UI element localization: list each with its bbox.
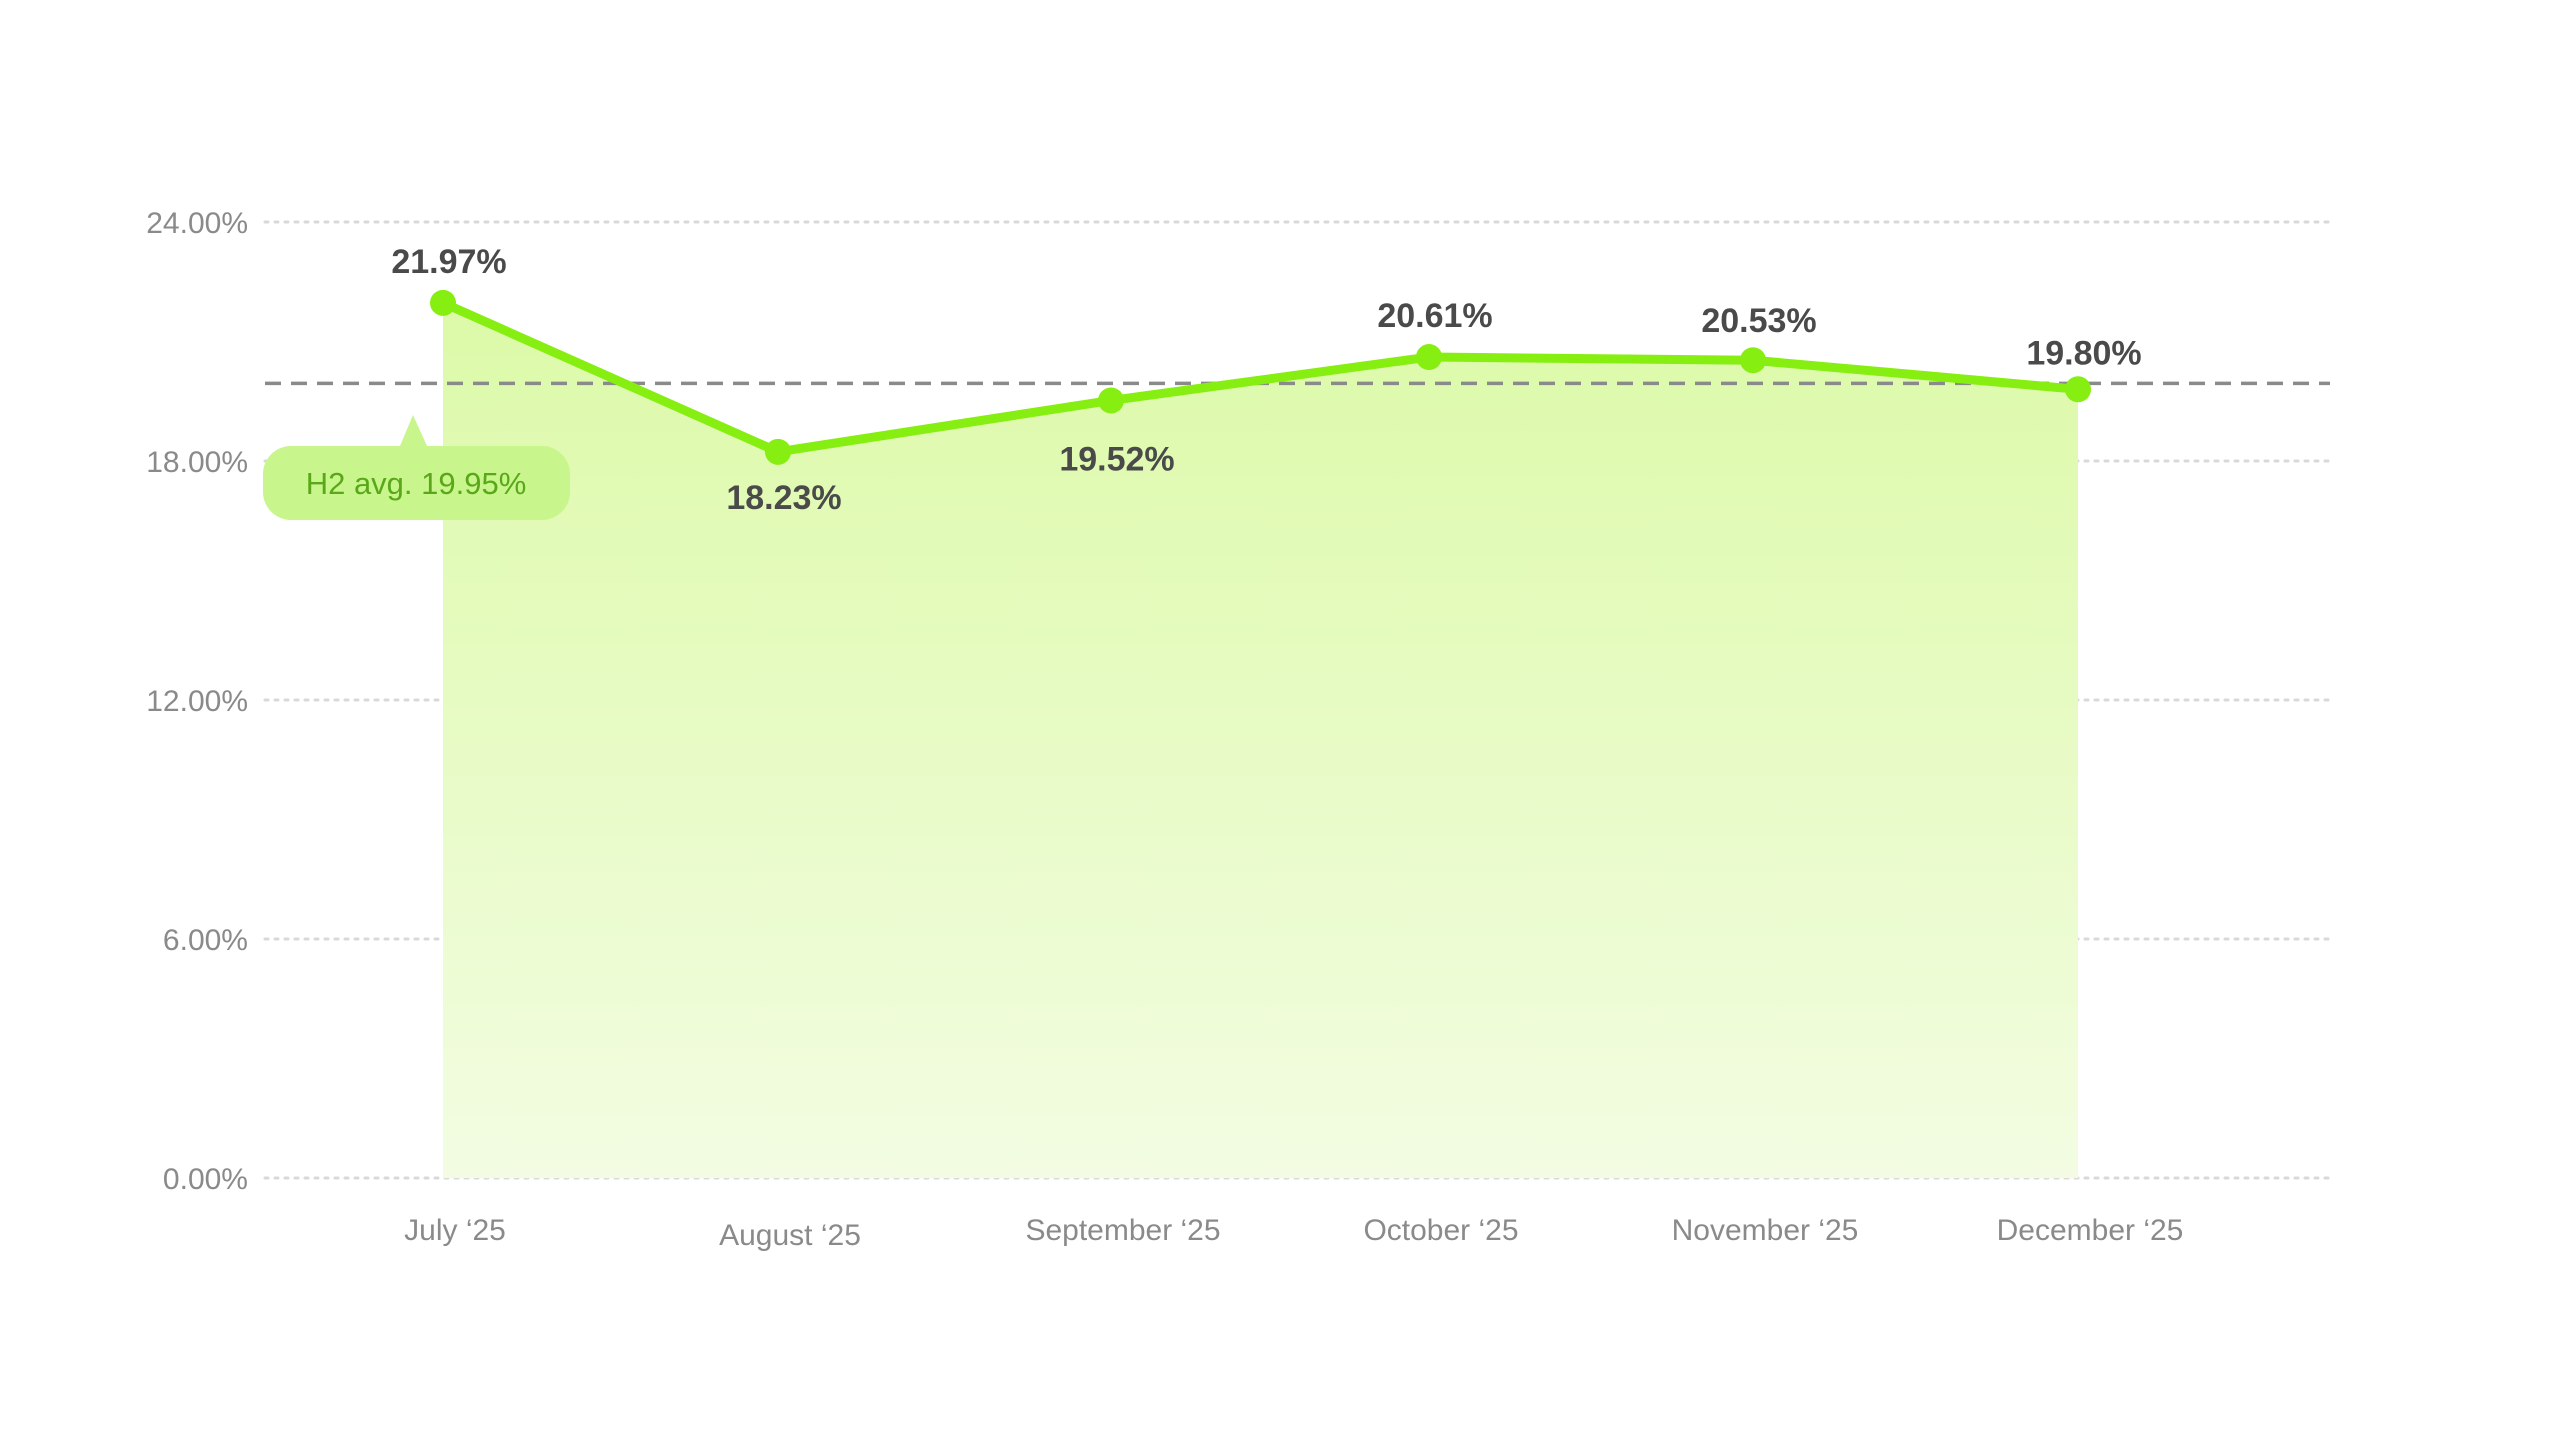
average-label: H2 avg. 19.95% (306, 466, 527, 501)
data-label: 21.97% (391, 243, 506, 281)
average-badge-pointer (400, 415, 427, 446)
x-tick-label: December ‘25 (1997, 1214, 2184, 1247)
data-label: 20.61% (1377, 297, 1492, 335)
data-point (765, 438, 791, 465)
data-point (2065, 376, 2091, 403)
y-tick-label: 24.00% (146, 207, 248, 240)
x-tick-label: September ‘25 (1025, 1214, 1220, 1247)
y-tick-label: 18.00% (146, 446, 248, 479)
data-label: 18.23% (726, 479, 841, 517)
area-fill (443, 302, 2078, 1178)
y-tick-label: 6.00% (163, 924, 248, 957)
data-point (430, 289, 456, 316)
data-label: 19.80% (2026, 334, 2141, 372)
series-line (438, 298, 2083, 457)
x-tick-label: November ‘25 (1672, 1214, 1859, 1247)
data-point (1740, 347, 1766, 374)
line-layer (430, 289, 2091, 465)
data-point (1416, 344, 1442, 371)
average-badge (263, 446, 570, 520)
area-layer (443, 302, 2078, 1178)
data-point (1098, 387, 1124, 414)
y-tick-label: 0.00% (163, 1163, 248, 1196)
label-layer: 21.97% 18.23% 19.52% 20.61% 20.53% 19.80% (391, 243, 2141, 517)
data-label: 19.52% (1059, 440, 1174, 478)
y-tick-label: 12.00% (146, 685, 248, 718)
x-tick-label: August ‘25 (719, 1219, 861, 1252)
data-label: 20.53% (1701, 302, 1816, 340)
x-tick-label: July ‘25 (404, 1214, 506, 1247)
x-axis-layer: July ‘25 August ‘25 September ‘25 October ‘… (404, 1214, 2183, 1252)
x-tick-label: October ‘25 (1363, 1214, 1518, 1247)
